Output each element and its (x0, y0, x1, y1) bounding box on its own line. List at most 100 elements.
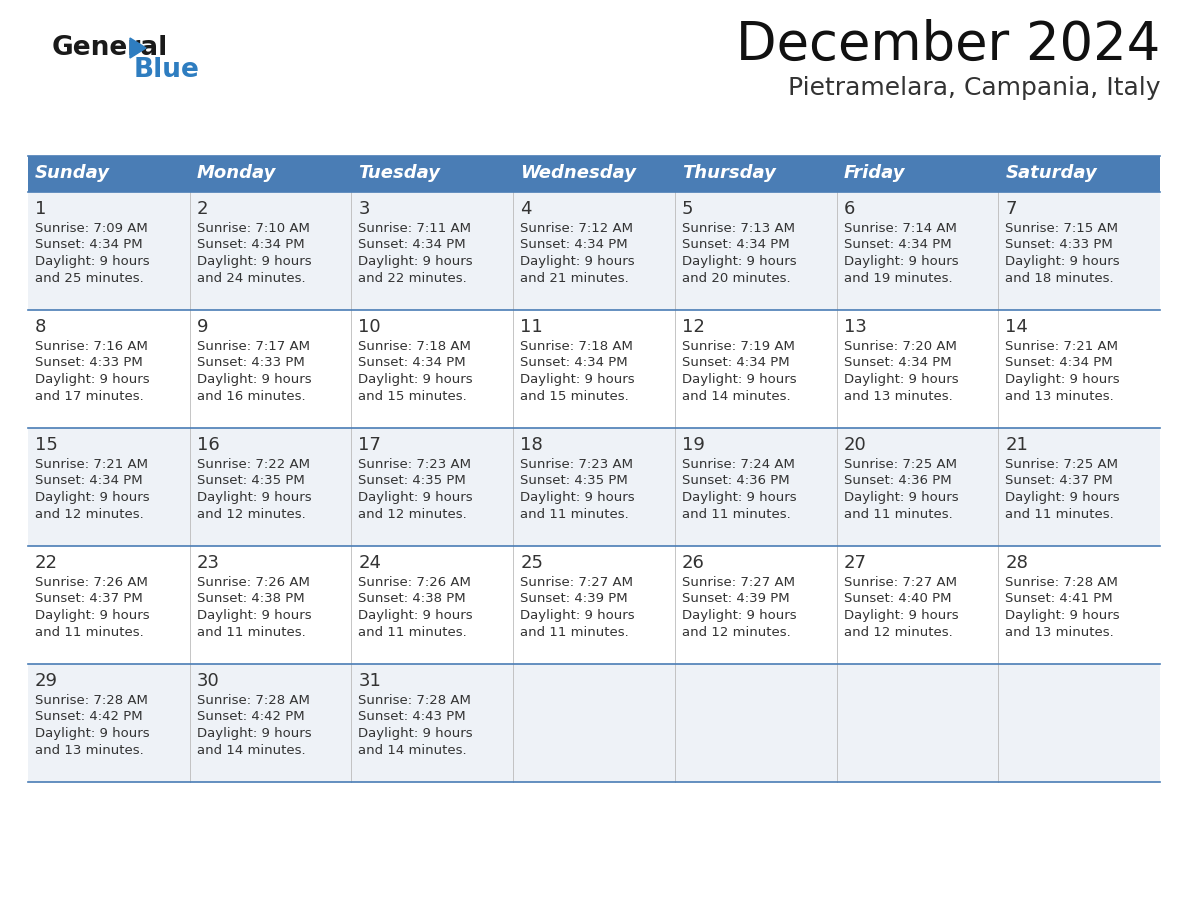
Text: and 21 minutes.: and 21 minutes. (520, 272, 628, 285)
Bar (29, 664, 1159, 782)
Text: Sunset: 4:35 PM: Sunset: 4:35 PM (520, 475, 628, 487)
Text: 9: 9 (197, 318, 208, 336)
Text: Sunset: 4:34 PM: Sunset: 4:34 PM (843, 356, 952, 370)
Text: Sunset: 4:33 PM: Sunset: 4:33 PM (1005, 239, 1113, 252)
Bar (29, 546, 1159, 664)
Text: and 11 minutes.: and 11 minutes. (520, 625, 628, 639)
Text: 14: 14 (1005, 318, 1028, 336)
Text: Sunrise: 7:26 AM: Sunrise: 7:26 AM (34, 576, 147, 589)
Text: Daylight: 9 hours: Daylight: 9 hours (682, 609, 796, 622)
Text: and 12 minutes.: and 12 minutes. (34, 508, 144, 521)
Text: Sunrise: 7:26 AM: Sunrise: 7:26 AM (359, 576, 472, 589)
Text: and 15 minutes.: and 15 minutes. (520, 389, 628, 402)
Text: Sunset: 4:41 PM: Sunset: 4:41 PM (1005, 592, 1113, 606)
Text: Sunrise: 7:28 AM: Sunrise: 7:28 AM (197, 694, 310, 707)
Text: Daylight: 9 hours: Daylight: 9 hours (520, 255, 634, 268)
Text: Sunset: 4:42 PM: Sunset: 4:42 PM (197, 711, 304, 723)
Text: 20: 20 (843, 436, 866, 454)
Text: Daylight: 9 hours: Daylight: 9 hours (520, 609, 634, 622)
Text: 15: 15 (34, 436, 58, 454)
Text: Daylight: 9 hours: Daylight: 9 hours (682, 373, 796, 386)
Text: Daylight: 9 hours: Daylight: 9 hours (197, 609, 311, 622)
Text: and 14 minutes.: and 14 minutes. (682, 389, 790, 402)
Text: General: General (52, 35, 169, 61)
Text: Sunrise: 7:27 AM: Sunrise: 7:27 AM (843, 576, 956, 589)
Text: and 24 minutes.: and 24 minutes. (197, 272, 305, 285)
Text: Monday: Monday (197, 164, 276, 182)
Text: Daylight: 9 hours: Daylight: 9 hours (34, 491, 150, 504)
Text: 16: 16 (197, 436, 220, 454)
Text: Sunrise: 7:28 AM: Sunrise: 7:28 AM (1005, 576, 1118, 589)
Text: Sunrise: 7:27 AM: Sunrise: 7:27 AM (682, 576, 795, 589)
Text: Daylight: 9 hours: Daylight: 9 hours (1005, 491, 1120, 504)
Text: and 17 minutes.: and 17 minutes. (34, 389, 144, 402)
Text: Sunset: 4:34 PM: Sunset: 4:34 PM (359, 239, 466, 252)
Text: and 13 minutes.: and 13 minutes. (1005, 625, 1114, 639)
Text: and 11 minutes.: and 11 minutes. (682, 508, 790, 521)
Text: Sunset: 4:36 PM: Sunset: 4:36 PM (682, 475, 790, 487)
Text: 29: 29 (34, 672, 58, 690)
Text: and 11 minutes.: and 11 minutes. (1005, 508, 1114, 521)
Text: Daylight: 9 hours: Daylight: 9 hours (359, 727, 473, 740)
Text: Daylight: 9 hours: Daylight: 9 hours (197, 373, 311, 386)
Text: 6: 6 (843, 200, 855, 218)
Text: Sunrise: 7:12 AM: Sunrise: 7:12 AM (520, 222, 633, 235)
Text: Sunrise: 7:18 AM: Sunrise: 7:18 AM (359, 340, 472, 353)
Text: and 11 minutes.: and 11 minutes. (843, 508, 953, 521)
Text: and 18 minutes.: and 18 minutes. (1005, 272, 1114, 285)
Text: Sunrise: 7:28 AM: Sunrise: 7:28 AM (359, 694, 472, 707)
Text: 28: 28 (1005, 554, 1028, 572)
Text: Sunset: 4:35 PM: Sunset: 4:35 PM (197, 475, 304, 487)
Text: Sunrise: 7:23 AM: Sunrise: 7:23 AM (520, 458, 633, 471)
Text: and 14 minutes.: and 14 minutes. (359, 744, 467, 756)
Text: Sunrise: 7:21 AM: Sunrise: 7:21 AM (34, 458, 148, 471)
Text: Sunset: 4:38 PM: Sunset: 4:38 PM (359, 592, 466, 606)
Text: Daylight: 9 hours: Daylight: 9 hours (197, 491, 311, 504)
Text: 31: 31 (359, 672, 381, 690)
Text: 22: 22 (34, 554, 58, 572)
Text: and 12 minutes.: and 12 minutes. (843, 625, 953, 639)
Text: 2: 2 (197, 200, 208, 218)
Text: Daylight: 9 hours: Daylight: 9 hours (520, 491, 634, 504)
Text: Sunrise: 7:26 AM: Sunrise: 7:26 AM (197, 576, 310, 589)
Text: 25: 25 (520, 554, 543, 572)
Text: 1: 1 (34, 200, 46, 218)
Text: and 12 minutes.: and 12 minutes. (197, 508, 305, 521)
Text: Sunset: 4:36 PM: Sunset: 4:36 PM (843, 475, 952, 487)
Text: 17: 17 (359, 436, 381, 454)
Text: Sunrise: 7:23 AM: Sunrise: 7:23 AM (359, 458, 472, 471)
Text: Sunset: 4:34 PM: Sunset: 4:34 PM (34, 475, 143, 487)
Text: Sunrise: 7:18 AM: Sunrise: 7:18 AM (520, 340, 633, 353)
Text: Sunrise: 7:22 AM: Sunrise: 7:22 AM (197, 458, 310, 471)
Text: Sunrise: 7:25 AM: Sunrise: 7:25 AM (1005, 458, 1118, 471)
Text: Wednesday: Wednesday (520, 164, 636, 182)
Text: Sunrise: 7:13 AM: Sunrise: 7:13 AM (682, 222, 795, 235)
Text: and 15 minutes.: and 15 minutes. (359, 389, 467, 402)
Text: Sunset: 4:43 PM: Sunset: 4:43 PM (359, 711, 466, 723)
Text: 12: 12 (682, 318, 704, 336)
Text: Thursday: Thursday (682, 164, 776, 182)
Text: Sunrise: 7:24 AM: Sunrise: 7:24 AM (682, 458, 795, 471)
Text: and 20 minutes.: and 20 minutes. (682, 272, 790, 285)
Text: Sunday: Sunday (34, 164, 110, 182)
Text: Daylight: 9 hours: Daylight: 9 hours (359, 609, 473, 622)
Text: and 25 minutes.: and 25 minutes. (34, 272, 144, 285)
Text: Sunset: 4:34 PM: Sunset: 4:34 PM (520, 356, 627, 370)
Text: Daylight: 9 hours: Daylight: 9 hours (682, 255, 796, 268)
Text: Sunset: 4:34 PM: Sunset: 4:34 PM (682, 356, 790, 370)
Text: Daylight: 9 hours: Daylight: 9 hours (1005, 373, 1120, 386)
Text: Sunrise: 7:19 AM: Sunrise: 7:19 AM (682, 340, 795, 353)
Text: Sunset: 4:34 PM: Sunset: 4:34 PM (197, 239, 304, 252)
Bar (29, 310, 1159, 428)
Text: 30: 30 (197, 672, 220, 690)
Text: Friday: Friday (843, 164, 905, 182)
Polygon shape (129, 38, 146, 58)
Text: Sunrise: 7:20 AM: Sunrise: 7:20 AM (843, 340, 956, 353)
Text: Sunrise: 7:17 AM: Sunrise: 7:17 AM (197, 340, 310, 353)
Text: Sunset: 4:39 PM: Sunset: 4:39 PM (520, 592, 627, 606)
Text: 3: 3 (359, 200, 369, 218)
Text: 4: 4 (520, 200, 532, 218)
Text: Sunrise: 7:09 AM: Sunrise: 7:09 AM (34, 222, 147, 235)
Text: Blue: Blue (134, 57, 200, 83)
Text: Tuesday: Tuesday (359, 164, 441, 182)
